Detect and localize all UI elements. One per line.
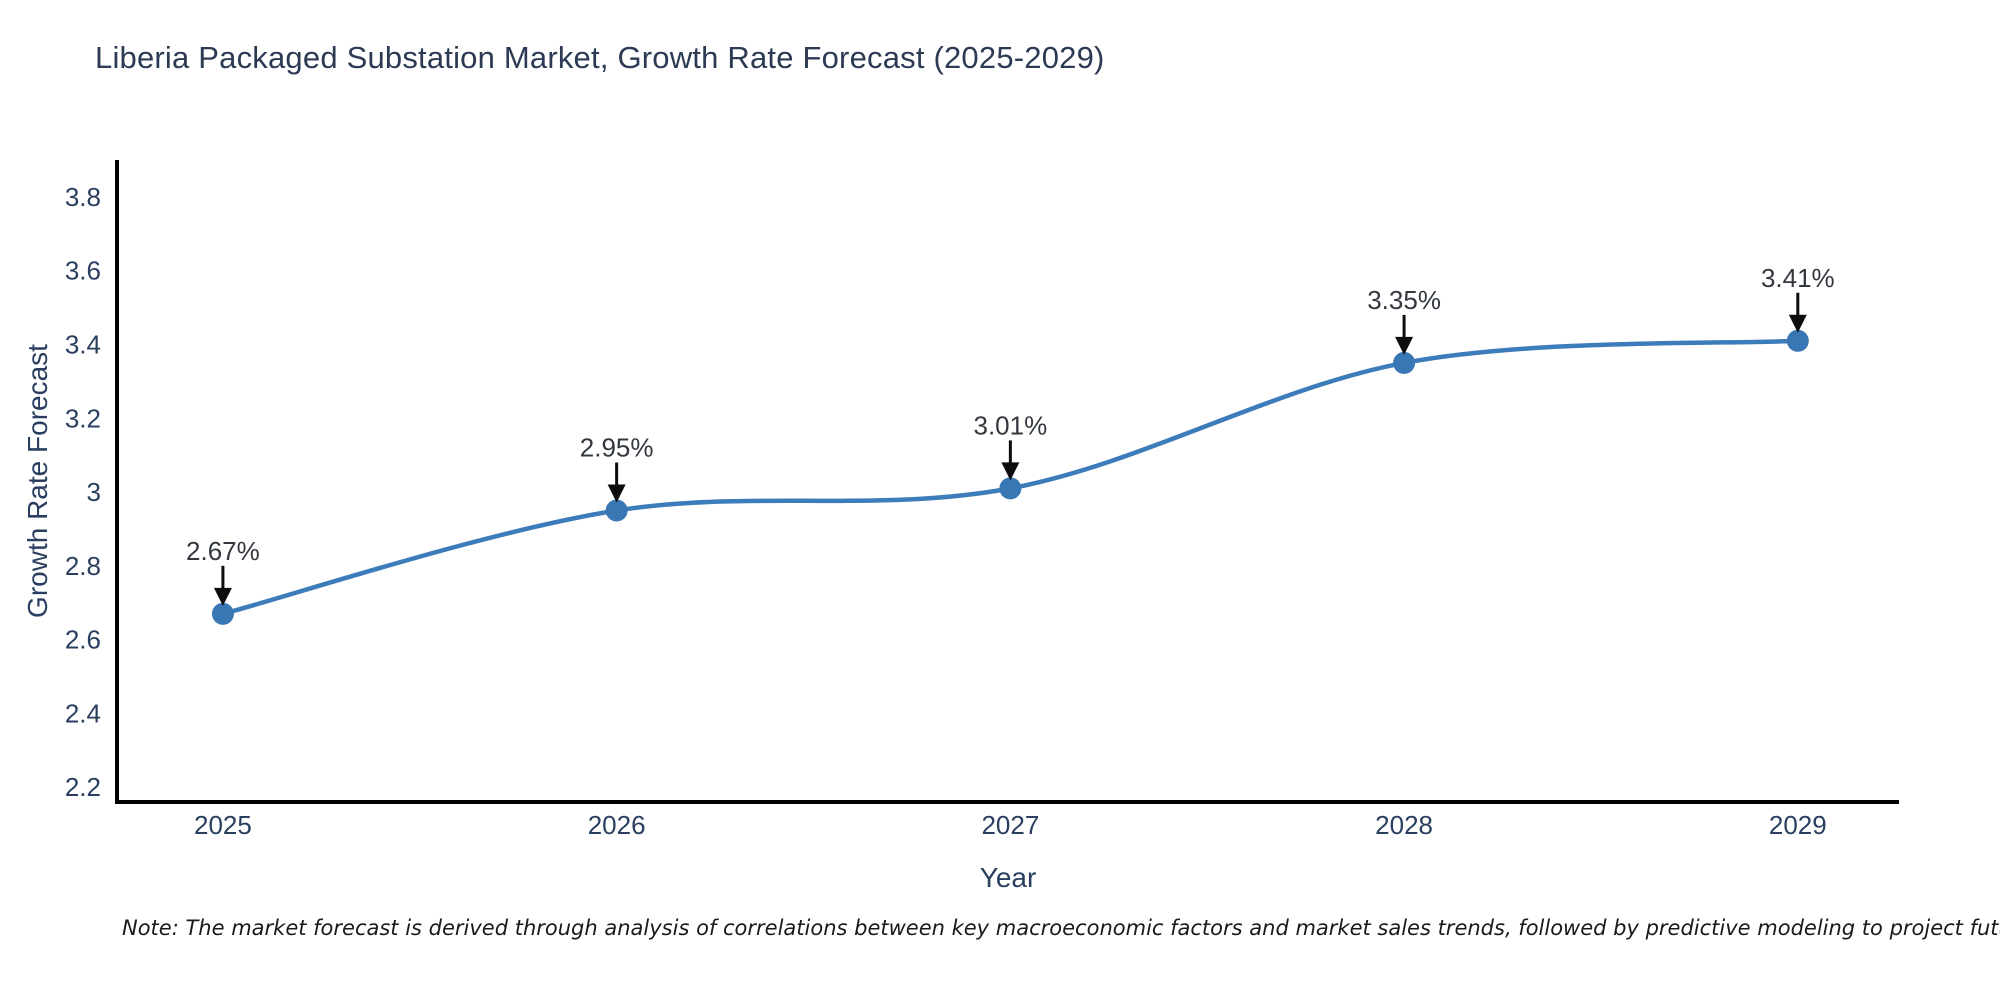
- annotation-label: 3.01%: [973, 410, 1047, 440]
- y-tick-label: 2.6: [65, 625, 101, 655]
- y-tick-label: 3.6: [65, 256, 101, 286]
- y-tick-label: 2.8: [65, 551, 101, 581]
- x-tick-label: 2028: [1375, 810, 1433, 840]
- data-point-marker: [211, 602, 234, 625]
- footnote: Note: The market forecast is derived thr…: [122, 916, 2000, 940]
- annotation-label: 2.95%: [580, 433, 654, 463]
- axis-lines: [115, 160, 1899, 804]
- y-tick-label: 3.4: [65, 329, 101, 359]
- x-tick-label: 2025: [194, 810, 252, 840]
- data-point-marker: [999, 477, 1022, 500]
- y-tick-label: 3: [87, 477, 101, 507]
- data-point-marker: [1393, 351, 1416, 374]
- annotation-arrowhead: [1788, 314, 1807, 333]
- data-point-marker: [1786, 329, 1809, 352]
- annotation-arrowhead: [1395, 336, 1414, 355]
- y-tick-label: 2.2: [65, 772, 101, 802]
- annotation-arrowhead: [213, 587, 232, 606]
- data-point-marker: [605, 499, 628, 522]
- annotation-label: 3.35%: [1367, 285, 1441, 315]
- y-tick-label: 3.2: [65, 403, 101, 433]
- y-tick-label: 3.8: [65, 182, 101, 212]
- annotation-label: 3.41%: [1761, 263, 1835, 293]
- chart-title: Liberia Packaged Substation Market, Grow…: [95, 40, 1105, 75]
- x-tick-label: 2029: [1769, 810, 1827, 840]
- annotation-arrowhead: [607, 484, 626, 503]
- annotation-label: 2.67%: [186, 536, 260, 566]
- y-axis-title: Growth Rate Forecast: [22, 344, 53, 618]
- y-tick-label: 2.4: [65, 698, 101, 728]
- x-tick-label: 2027: [981, 810, 1039, 840]
- x-axis-title: Year: [979, 862, 1037, 893]
- x-tick-label: 2026: [588, 810, 646, 840]
- annotation-arrowhead: [1001, 462, 1020, 481]
